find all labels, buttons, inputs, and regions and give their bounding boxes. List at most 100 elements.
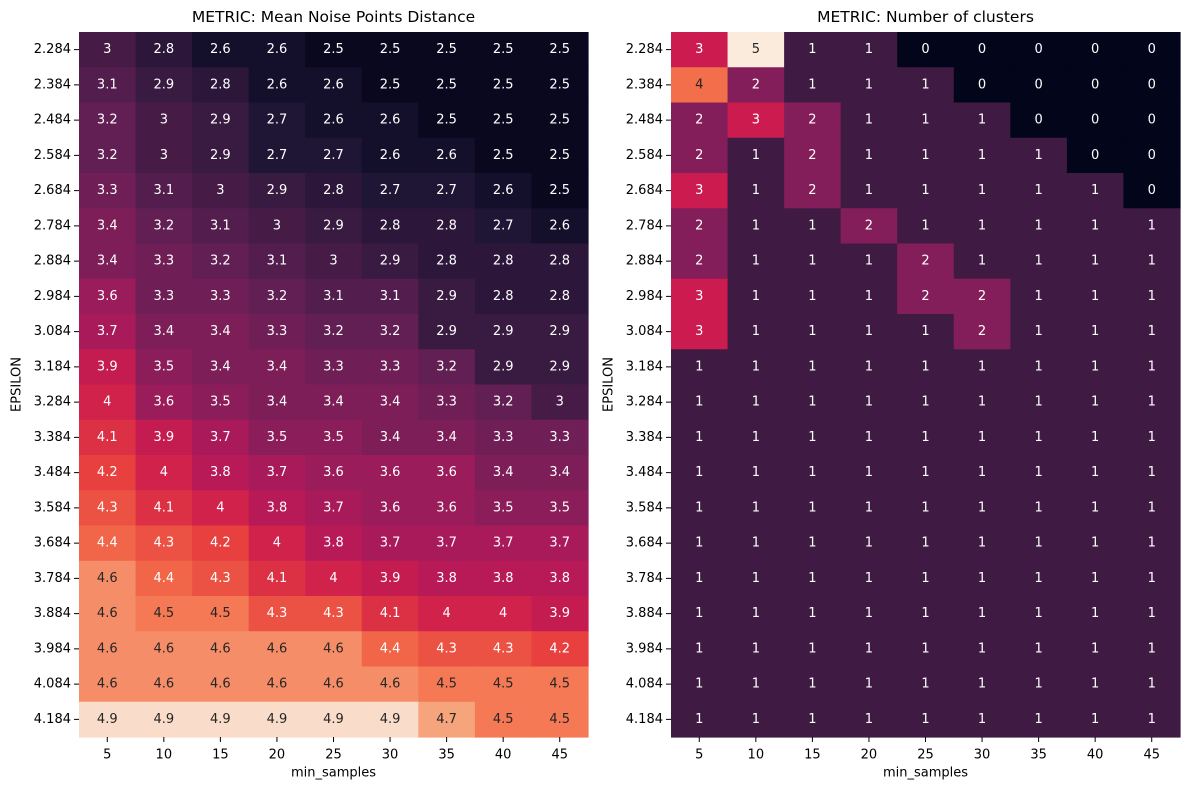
- heatmap-cell: [361, 455, 419, 491]
- y-tick-label: 2.384: [34, 77, 71, 92]
- cell-value-label: 4.9: [380, 712, 401, 727]
- cell-value-label: 2: [695, 113, 703, 128]
- heatmap-cell: [897, 701, 955, 738]
- heatmap-cell: [1066, 137, 1125, 174]
- cell-value-label: 2: [695, 218, 703, 233]
- cell-value-label: 2.8: [380, 218, 401, 233]
- heatmap-cell: [418, 419, 476, 456]
- heatmap-cell: [192, 349, 250, 386]
- y-tick-label: 2.784: [34, 218, 71, 233]
- heatmap-cell: [953, 173, 1011, 209]
- y-tick-label: 3.784: [34, 571, 71, 586]
- heatmap-cell: [1123, 419, 1181, 456]
- heatmap-cell: [192, 666, 250, 703]
- heatmap-cell: [671, 32, 729, 68]
- cell-value-label: 4.9: [267, 712, 288, 727]
- cell-value-label: 4.5: [549, 677, 570, 692]
- cell-value-label: 1: [1091, 183, 1099, 198]
- x-tick-label: 45: [1143, 748, 1160, 763]
- heatmap-cell: [897, 455, 955, 491]
- heatmap-cell: [79, 173, 137, 209]
- y-tick-label: 3.684: [34, 536, 71, 551]
- heatmap-cell: [418, 208, 476, 245]
- heatmap-cell: [840, 490, 898, 527]
- cell-value-label: 1: [865, 183, 873, 198]
- cell-value-label: 1: [1148, 465, 1156, 480]
- heatmap-cell: [897, 314, 955, 350]
- cell-value-label: 1: [1034, 465, 1042, 480]
- cell-value-label: 1: [921, 430, 929, 445]
- heatmap-cell: [305, 490, 363, 527]
- heatmap-cell: [135, 67, 193, 104]
- cell-value-label: 3: [695, 324, 703, 339]
- cell-value-label: 4.9: [210, 712, 231, 727]
- heatmap-cell: [671, 67, 729, 104]
- heatmap-cell: [727, 455, 785, 491]
- cell-value-label: 1: [752, 500, 760, 515]
- heatmap-cell: [1066, 455, 1125, 491]
- heatmap-cell: [135, 701, 193, 738]
- cell-value-label: 1: [1034, 254, 1042, 269]
- cell-value-label: 2.9: [493, 359, 514, 374]
- cell-value-label: 2.8: [323, 183, 344, 198]
- heatmap-cell: [418, 32, 476, 68]
- heatmap-cell: [727, 666, 785, 703]
- cell-value-label: 4.5: [549, 712, 570, 727]
- heatmap-cell: [840, 455, 898, 491]
- cell-value-label: 4.3: [436, 641, 457, 656]
- heatmap-cell: [135, 384, 193, 421]
- cell-value-label: 1: [808, 289, 816, 304]
- x-tick-label: 10: [156, 748, 173, 763]
- heatmap-cell: [192, 701, 250, 738]
- cell-value-label: 1: [808, 218, 816, 233]
- cell-value-label: 3.5: [210, 395, 231, 410]
- cell-value-label: 3.4: [549, 465, 570, 480]
- heatmap-cell: [953, 596, 1011, 632]
- cell-value-label: 3.4: [210, 324, 231, 339]
- cell-value-label: 4.6: [323, 677, 344, 692]
- heatmap-cell: [953, 455, 1011, 491]
- cell-value-label: 1: [865, 641, 873, 656]
- cell-value-label: 0: [978, 42, 986, 57]
- heatmap-cell: [418, 67, 476, 104]
- heatmap-cell: [418, 596, 476, 632]
- heatmap-cell: [305, 631, 363, 668]
- heatmap-cell: [361, 32, 419, 68]
- cell-value-label: 3.1: [323, 289, 344, 304]
- y-tick-label: 3.984: [626, 641, 663, 656]
- cell-value-label: 1: [808, 430, 816, 445]
- heatmap-cell: [135, 525, 193, 562]
- heatmap-cell: [784, 384, 842, 421]
- heatmap-cell: [1123, 455, 1181, 491]
- cell-value-label: 1: [978, 113, 986, 128]
- cell-value-label: 1: [1034, 641, 1042, 656]
- heatmap-cell: [840, 631, 898, 668]
- cell-value-label: 2: [865, 218, 873, 233]
- heatmap-cell: [784, 278, 842, 315]
- cell-value-label: 3.1: [210, 218, 231, 233]
- heatmap-cell: [784, 102, 842, 139]
- cell-value-label: 1: [752, 677, 760, 692]
- heatmap-cell: [897, 666, 955, 703]
- cell-value-label: 3.7: [549, 536, 570, 551]
- heatmap-cell: [248, 102, 306, 139]
- cell-value-label: 2.5: [549, 183, 570, 198]
- heatmap-cell: [1010, 455, 1068, 491]
- cell-value-label: 1: [978, 641, 986, 656]
- heatmap-cell: [79, 102, 137, 139]
- cell-value-label: 4.3: [267, 606, 288, 621]
- cell-value-label: 4.4: [380, 641, 401, 656]
- heatmap-cell: [784, 666, 842, 703]
- heatmap-number-of-clusters: 3 5 1 1 0 0 0 0 04 2 1 1 1 0 0 0 02 3 2 1 1 1 0 0 02 1 2 1 1 1 1 0 03 1 2 1…: [602, 8, 1181, 781]
- cell-value-label: 3.9: [97, 359, 118, 374]
- y-tick-label: 2.584: [626, 148, 663, 163]
- cell-value-label: 3.4: [267, 359, 288, 374]
- y-tick-label: 3.884: [626, 606, 663, 621]
- cell-value-label: 4: [442, 606, 450, 621]
- cell-value-label: 1: [1091, 324, 1099, 339]
- heatmap-cell: [1010, 701, 1068, 738]
- heatmap-cell: [671, 419, 729, 456]
- cell-value-label: 3.1: [153, 183, 174, 198]
- heatmap-cell: [248, 701, 306, 738]
